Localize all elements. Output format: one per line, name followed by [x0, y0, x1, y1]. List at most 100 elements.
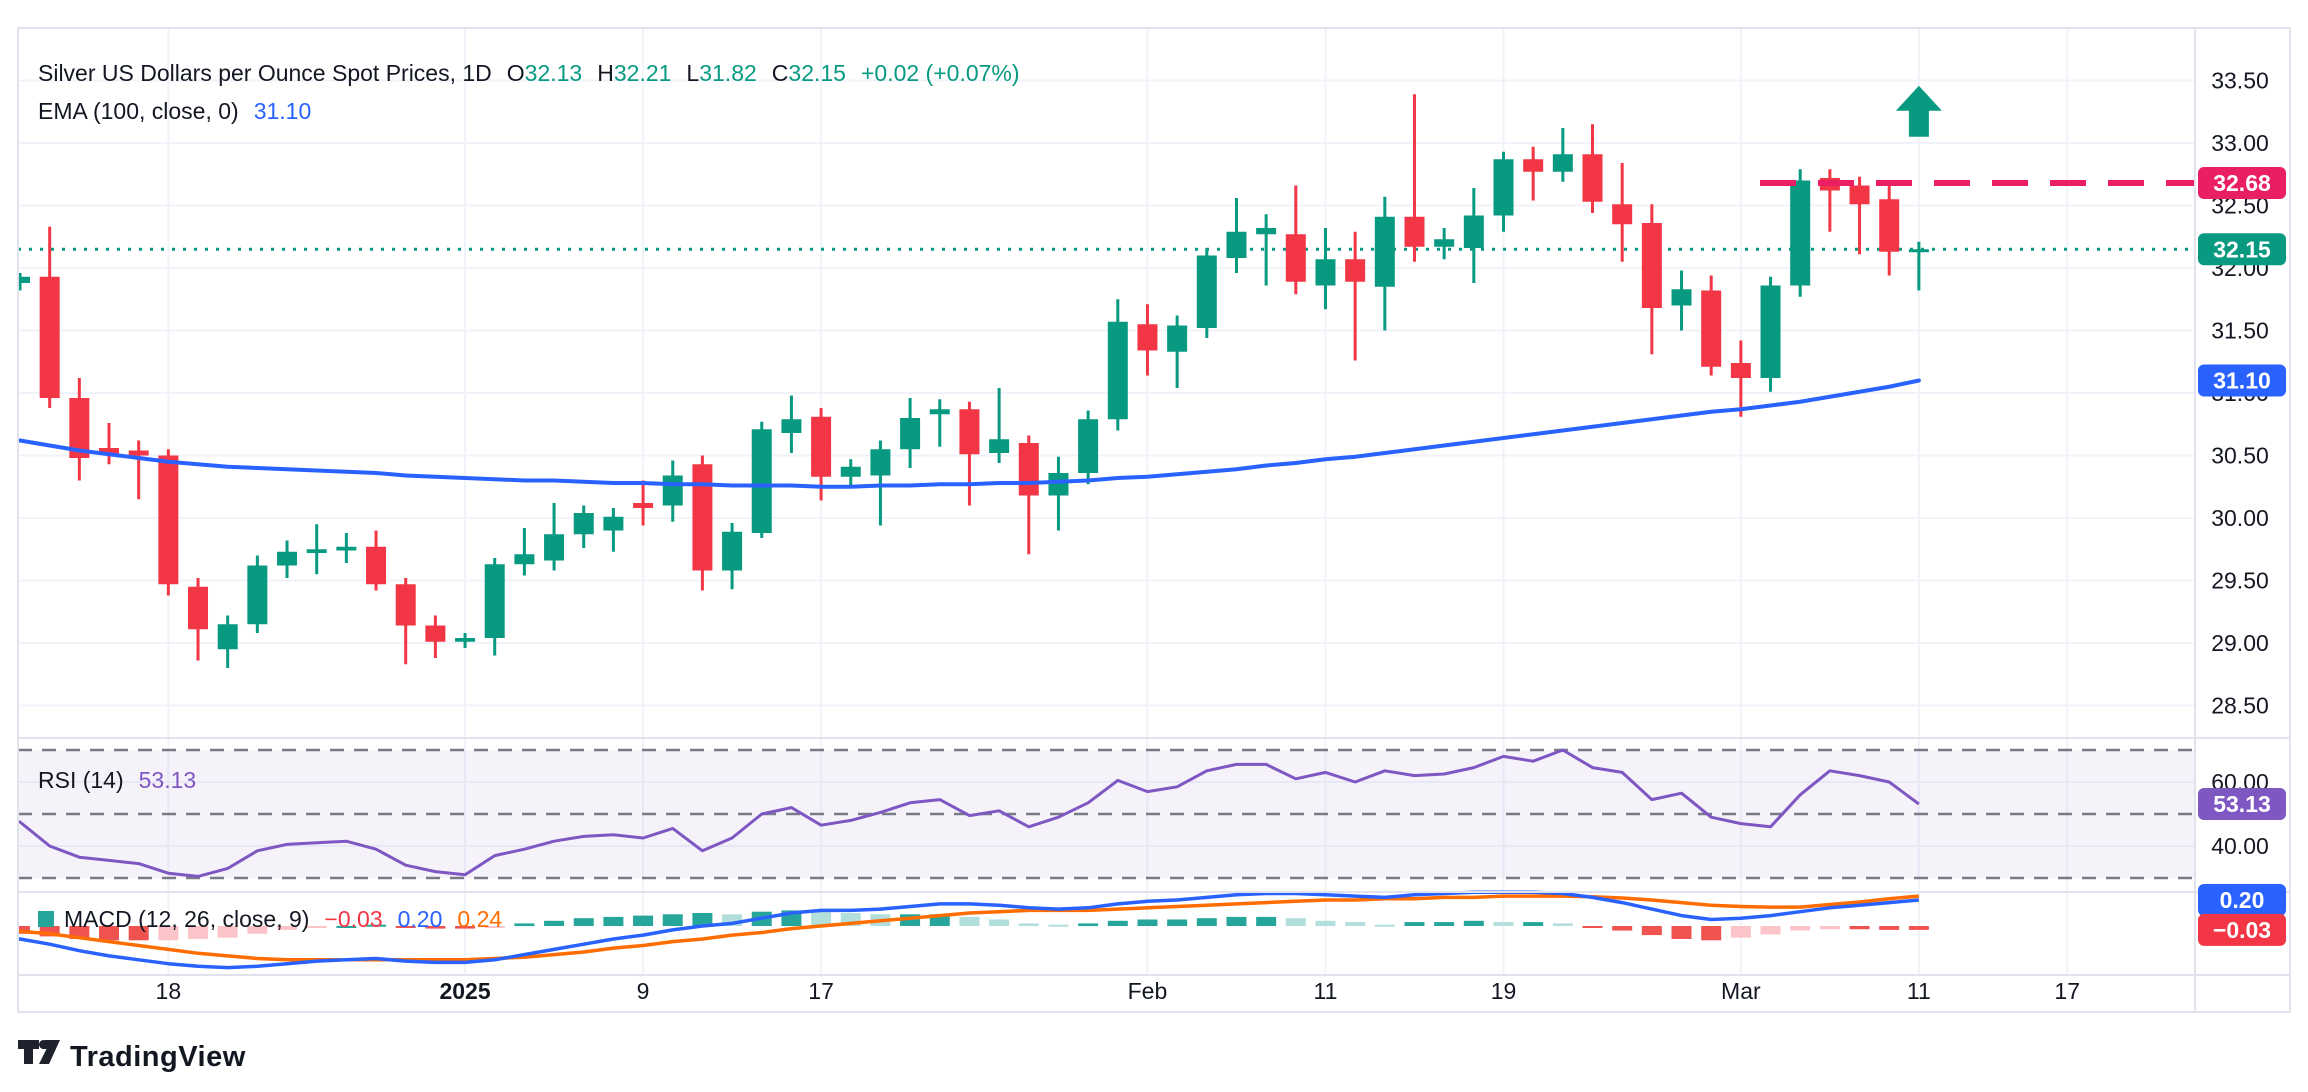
- candle[interactable]: [1018, 435, 1039, 555]
- candle[interactable]: [306, 524, 327, 575]
- rsi-tick-label: 40.00: [2211, 833, 2269, 859]
- candle[interactable]: [603, 508, 624, 552]
- candle[interactable]: [1404, 94, 1425, 262]
- candle[interactable]: [1493, 151, 1514, 232]
- candle[interactable]: [39, 226, 60, 408]
- candle[interactable]: [1345, 231, 1366, 361]
- candle[interactable]: [1196, 248, 1217, 338]
- macd-histogram-bar: [1760, 926, 1781, 935]
- macd-line-value: 0.20: [397, 906, 443, 932]
- macd-histogram-bar: [484, 926, 505, 928]
- candle[interactable]: [751, 421, 772, 538]
- candle[interactable]: [929, 399, 950, 447]
- price-pane[interactable]: [10, 85, 2195, 669]
- candle[interactable]: [1849, 176, 1870, 255]
- candle[interactable]: [544, 503, 565, 571]
- candle-body: [217, 624, 238, 650]
- candle[interactable]: [247, 555, 268, 634]
- candle[interactable]: [99, 423, 120, 465]
- candle[interactable]: [1374, 196, 1395, 331]
- candle[interactable]: [692, 455, 713, 591]
- pane-borders: [17, 27, 2291, 1013]
- candle[interactable]: [633, 480, 654, 526]
- candle[interactable]: [1582, 124, 1603, 213]
- candle[interactable]: [1671, 270, 1692, 331]
- candle-body: [395, 584, 416, 626]
- price-axis[interactable]: 33.5033.0032.5032.0031.5031.0030.5030.00…: [2198, 68, 2286, 946]
- candle[interactable]: [425, 615, 446, 659]
- candle[interactable]: [69, 378, 90, 481]
- candle[interactable]: [1463, 188, 1484, 283]
- macd-line: [18, 890, 1920, 970]
- candle[interactable]: [1315, 228, 1336, 310]
- candle[interactable]: [1285, 185, 1306, 295]
- rsi-legend[interactable]: RSI (14) 53.13: [38, 765, 196, 795]
- rsi-line[interactable]: [18, 748, 1920, 878]
- time-tick-label: Feb: [1128, 978, 1168, 1004]
- candle[interactable]: [662, 460, 683, 522]
- candle[interactable]: [722, 523, 743, 590]
- ema-line[interactable]: [18, 378, 1921, 489]
- candles-series: [10, 94, 1929, 669]
- candle[interactable]: [840, 459, 861, 488]
- candle[interactable]: [1612, 163, 1633, 262]
- candle[interactable]: [1434, 228, 1455, 260]
- candle-wick: [107, 423, 111, 465]
- candle[interactable]: [1107, 299, 1128, 431]
- rsi-pane[interactable]: [18, 748, 2195, 880]
- grid: [18, 28, 2195, 975]
- candle[interactable]: [188, 578, 209, 661]
- candle[interactable]: [1256, 214, 1277, 286]
- up-arrow-marker[interactable]: [1895, 85, 1942, 137]
- candle[interactable]: [455, 633, 476, 648]
- macd-histogram-bar: [603, 916, 624, 926]
- tradingview-logo[interactable]: TradingView: [18, 1038, 246, 1076]
- macd-histogram-bar: [1582, 926, 1603, 928]
- macd-histogram-bar: [959, 916, 980, 926]
- candle[interactable]: [1819, 169, 1840, 232]
- candle[interactable]: [573, 505, 594, 549]
- candle-body: [989, 439, 1010, 453]
- candle[interactable]: [10, 273, 30, 291]
- candle[interactable]: [959, 401, 980, 506]
- svg-text:32.15: 32.15: [2213, 236, 2271, 262]
- candle[interactable]: [1790, 169, 1811, 297]
- candle[interactable]: [484, 558, 505, 656]
- macd-legend[interactable]: MACD (12, 26, close, 9) −0.03 0.20 0.24: [38, 904, 502, 934]
- candle[interactable]: [1226, 198, 1247, 273]
- candle[interactable]: [1078, 410, 1099, 485]
- symbol-legend[interactable]: Silver US Dollars per Ounce Spot Prices,…: [38, 58, 1020, 88]
- macd-pane[interactable]: [10, 890, 1929, 970]
- candle[interactable]: [1552, 128, 1573, 182]
- candle[interactable]: [158, 449, 179, 596]
- candle[interactable]: [1048, 456, 1069, 531]
- candle[interactable]: [336, 533, 357, 563]
- ema-legend[interactable]: EMA (100, close, 0) 31.10: [38, 96, 311, 126]
- candle[interactable]: [1167, 315, 1188, 389]
- candle[interactable]: [1760, 276, 1781, 392]
- candle[interactable]: [989, 388, 1010, 463]
- candle-body: [781, 419, 802, 433]
- time-axis[interactable]: 18 2025 9 17 Feb 11 19 Mar 11 17: [156, 978, 2080, 1004]
- candle[interactable]: [1701, 275, 1722, 376]
- candle[interactable]: [514, 528, 535, 576]
- candle[interactable]: [1879, 185, 1900, 276]
- candle[interactable]: [1523, 146, 1544, 201]
- candle[interactable]: [1641, 204, 1662, 355]
- candle-body: [188, 586, 209, 630]
- candle[interactable]: [781, 395, 802, 454]
- candle[interactable]: [1908, 241, 1929, 291]
- candle[interactable]: [217, 615, 238, 669]
- candle[interactable]: [1730, 340, 1751, 417]
- candle[interactable]: [811, 408, 832, 501]
- candle-body: [306, 549, 327, 553]
- candle[interactable]: [395, 578, 416, 665]
- candle-wick: [938, 399, 942, 447]
- candle[interactable]: [366, 530, 387, 591]
- candle[interactable]: [870, 440, 891, 526]
- candle[interactable]: [1137, 304, 1158, 376]
- candle[interactable]: [128, 440, 149, 500]
- candle[interactable]: [277, 540, 298, 579]
- candle[interactable]: [900, 398, 921, 468]
